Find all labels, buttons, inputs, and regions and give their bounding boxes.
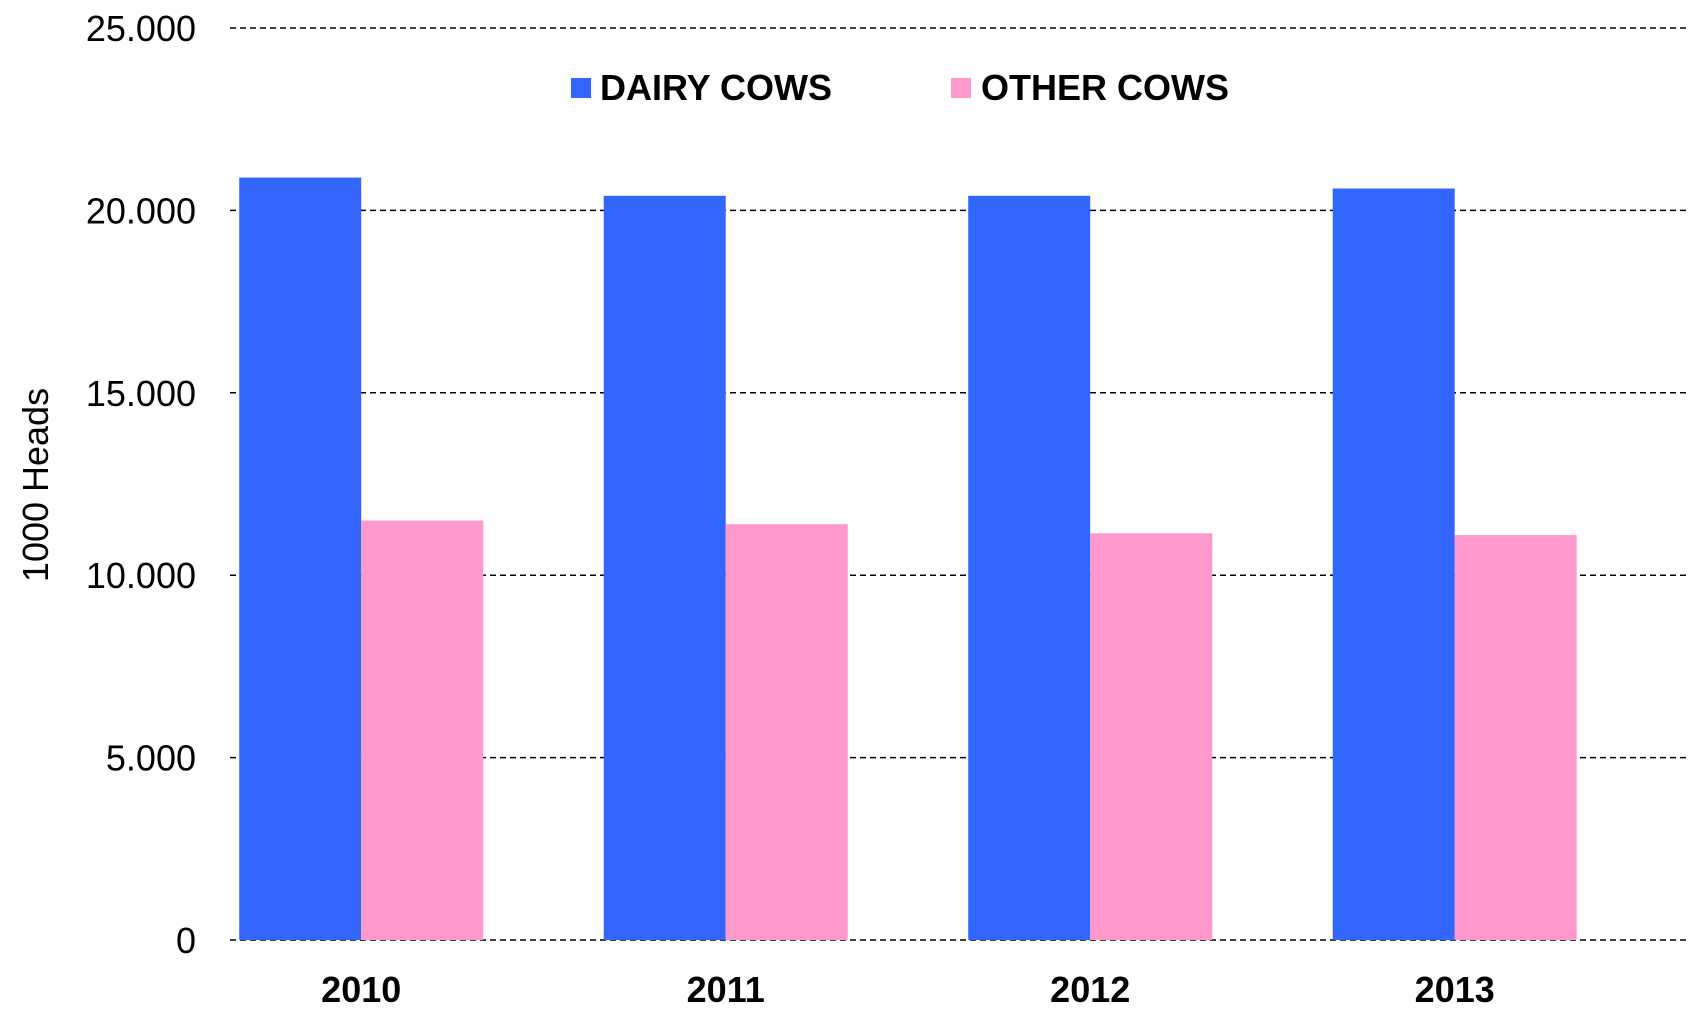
y-tick-label: 0: [176, 920, 196, 961]
legend-label-dairy-cows: DAIRY COWS: [600, 67, 832, 108]
x-tick-label: 2011: [687, 969, 765, 1009]
legend-swatch-dairy-cows: [571, 78, 591, 98]
y-tick-label: 20.000: [86, 190, 196, 231]
bar-dairy-cows-2011: [603, 195, 726, 941]
y-tick-label: 10.000: [86, 555, 196, 596]
y-tick-label: 15.000: [86, 373, 196, 414]
bar-dairy-cows-2013: [1332, 188, 1455, 941]
y-tick-label: 5.000: [106, 738, 196, 779]
y-tick-label: 25.000: [86, 8, 196, 49]
bar-dairy-cows-2012: [968, 195, 1091, 941]
x-tick-label: 2013: [1415, 969, 1495, 1009]
bar-other-cows-2012: [1090, 533, 1213, 940]
x-tick-label: 2010: [321, 969, 401, 1009]
bars: [239, 177, 1577, 941]
legend-label-other-cows: OTHER COWS: [981, 67, 1229, 108]
y-axis-label: 1000 Heads: [15, 388, 56, 582]
y-axis-ticks: 0 5.000 10.000 15.000 20.000 25.000: [86, 8, 196, 961]
bar-dairy-cows-2010: [239, 177, 362, 940]
x-tick-label: 2012: [1050, 969, 1130, 1009]
bar-other-cows-2013: [1454, 535, 1577, 940]
bar-other-cows-2010: [361, 520, 484, 940]
legend: DAIRY COWS OTHER COWS: [571, 67, 1229, 108]
legend-swatch-other-cows: [951, 78, 971, 98]
bar-other-cows-2011: [725, 524, 848, 940]
x-axis-ticks: 2010 2011 2012 2013: [321, 969, 1495, 1009]
